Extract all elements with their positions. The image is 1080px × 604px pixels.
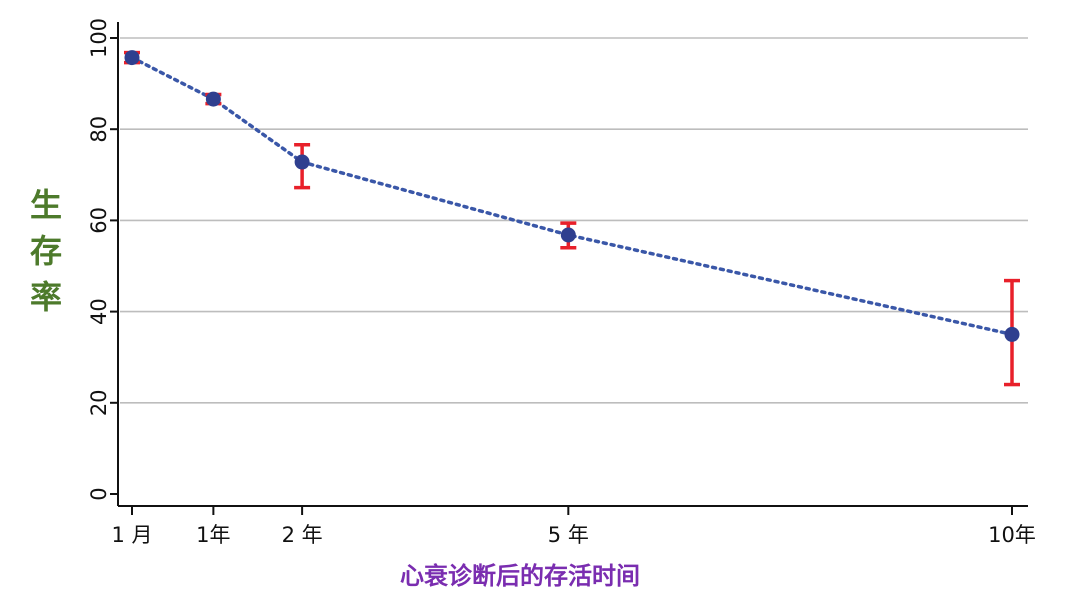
data-point [205, 91, 221, 107]
x-tick-label: 1年 [196, 523, 230, 547]
y-tick-label: 0 [87, 487, 111, 500]
x-tick-label: 10年 [988, 523, 1036, 547]
x-axis-label: 心衰诊断后的存活时间 [400, 562, 640, 590]
y-axis-label-char: 生 [30, 186, 62, 224]
data-point [124, 50, 140, 66]
y-axis-ticks: 0 20 40 60 80 100 [87, 18, 118, 501]
y-tick-label: 40 [87, 298, 111, 325]
y-tick-label: 80 [87, 116, 111, 143]
x-tick-label: 2 年 [282, 523, 323, 547]
x-tick-label: 1 月 [111, 523, 152, 547]
data-point [1004, 326, 1020, 342]
x-axis-ticks: 1 月 1年 2 年 5 年 10年 [111, 506, 1036, 547]
gridlines [120, 37, 1028, 404]
series-group [124, 50, 1020, 387]
data-point [294, 154, 310, 170]
y-tick-label: 100 [87, 18, 111, 58]
y-axis-label: 生存率 [30, 186, 62, 316]
y-axis-label-char: 存 [30, 232, 62, 270]
series-line [130, 55, 1014, 337]
y-axis-label-char: 率 [30, 278, 62, 316]
data-point [560, 227, 576, 243]
x-tick-label: 5 年 [548, 523, 589, 547]
y-tick-label: 60 [87, 207, 111, 234]
y-tick-label: 20 [87, 389, 111, 416]
